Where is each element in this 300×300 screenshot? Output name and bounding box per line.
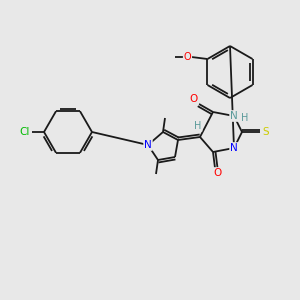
- Text: O: O: [184, 52, 191, 62]
- Text: H: H: [241, 113, 249, 123]
- Text: O: O: [190, 94, 198, 104]
- Text: N: N: [230, 143, 238, 153]
- Text: O: O: [213, 168, 221, 178]
- Text: N: N: [230, 111, 238, 121]
- Text: H: H: [194, 121, 202, 131]
- Text: Cl: Cl: [20, 127, 30, 137]
- Text: S: S: [263, 127, 269, 137]
- Text: N: N: [144, 140, 152, 150]
